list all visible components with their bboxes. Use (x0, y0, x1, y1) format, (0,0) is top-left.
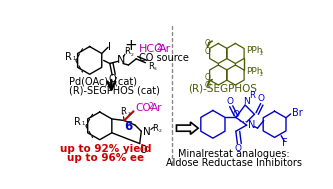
Text: $_2$: $_2$ (259, 49, 264, 58)
Text: 2: 2 (156, 43, 161, 52)
Text: (cat): (cat) (111, 77, 137, 87)
Text: O: O (108, 74, 116, 84)
Text: R: R (148, 62, 154, 71)
Text: N: N (143, 127, 151, 137)
Text: PPh: PPh (246, 46, 263, 55)
Text: 2: 2 (148, 102, 153, 111)
Text: ....: .... (238, 117, 247, 123)
Text: O: O (204, 39, 210, 48)
Text: $^1$: $^1$ (72, 56, 77, 65)
Text: N: N (243, 98, 250, 106)
Text: $^2$: $^2$ (158, 129, 163, 134)
Text: CO source: CO source (139, 53, 189, 63)
Text: $^2$: $^2$ (130, 53, 135, 58)
Text: +: + (124, 37, 137, 53)
Text: O: O (235, 144, 242, 153)
Text: $^1$: $^1$ (81, 121, 86, 130)
Text: O: O (257, 94, 264, 103)
Text: N: N (117, 55, 125, 65)
Text: R: R (125, 47, 131, 57)
Text: (R)-SEGPHOS (cat): (R)-SEGPHOS (cat) (69, 85, 160, 95)
Text: R: R (65, 52, 72, 62)
Text: I: I (108, 42, 111, 52)
Text: O: O (204, 81, 210, 90)
Polygon shape (176, 122, 198, 134)
Text: R: R (120, 107, 126, 116)
Text: up to 96% ee: up to 96% ee (67, 153, 145, 163)
Text: $_2$: $_2$ (259, 71, 264, 79)
Text: up to 92% yield: up to 92% yield (60, 144, 152, 154)
Text: $^3$: $^3$ (153, 67, 158, 72)
Text: N: N (248, 120, 256, 130)
Text: Br: Br (292, 108, 303, 118)
Text: R: R (152, 124, 158, 133)
Text: O: O (233, 110, 240, 119)
Text: $^3$: $^3$ (127, 112, 131, 117)
Text: O: O (227, 98, 234, 106)
Text: Ar: Ar (159, 44, 171, 54)
Text: R: R (74, 117, 81, 127)
Text: Aldose Reductase Inhibitors: Aldose Reductase Inhibitors (166, 158, 302, 168)
Text: Minalrestat analogues:: Minalrestat analogues: (178, 149, 290, 159)
Text: 6: 6 (124, 120, 132, 133)
Text: O: O (204, 47, 210, 56)
Text: (R)-SEGPHOS: (R)-SEGPHOS (188, 84, 257, 94)
Text: PPh: PPh (246, 67, 263, 77)
Text: 2: 2 (107, 82, 111, 88)
Text: F: F (282, 138, 288, 148)
Text: O: O (139, 145, 147, 155)
Text: CO: CO (136, 103, 152, 113)
Text: HCO: HCO (139, 44, 164, 54)
Text: R: R (249, 91, 255, 100)
Text: O: O (204, 73, 210, 82)
Text: Ar: Ar (152, 103, 163, 113)
Text: Pd(OAc): Pd(OAc) (69, 77, 108, 87)
